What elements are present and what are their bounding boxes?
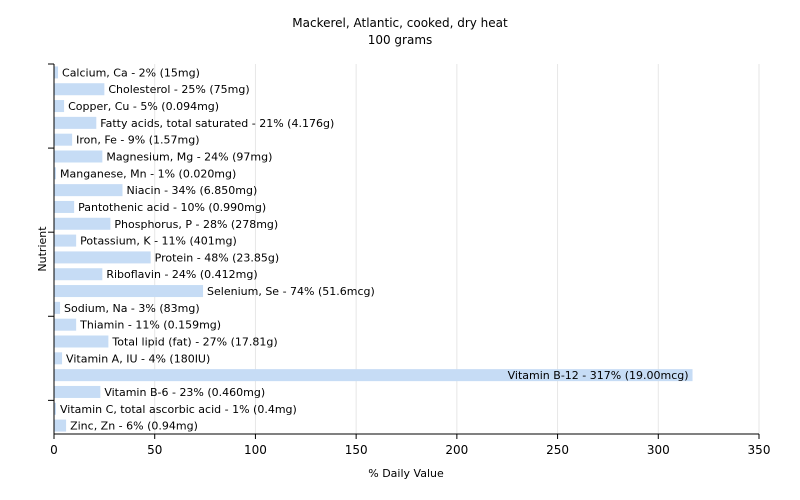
bar-label: Selenium, Se - 74% (51.6mcg) (207, 285, 375, 298)
bar (54, 66, 59, 79)
bar (54, 402, 57, 415)
bar (54, 419, 67, 432)
x-ticks: 0 50 100 150 200 250 300 350 (50, 434, 770, 457)
chart-title: Mackerel, Atlantic, cooked, dry heat (292, 16, 508, 30)
bar (54, 385, 101, 398)
bar-label: Niacin - 34% (6.850mg) (126, 184, 257, 197)
bar (54, 83, 105, 96)
bar-label: Potassium, K - 11% (401mg) (80, 235, 237, 248)
bar (54, 184, 123, 197)
bar-label: Protein - 48% (23.85g) (155, 251, 280, 264)
bar-label: Cholesterol - 25% (75mg) (108, 83, 249, 96)
bar-label: Pantothenic acid - 10% (0.990mg) (78, 201, 266, 214)
bar-label: Total lipid (fat) - 27% (17.81g) (111, 336, 277, 349)
chart-subtitle: 100 grams (368, 33, 433, 47)
bar (54, 234, 77, 247)
bar-label: Sodium, Na - 3% (83mg) (64, 302, 200, 315)
bar (54, 217, 111, 230)
bar (54, 200, 75, 213)
bar-label: Magnesium, Mg - 24% (97mg) (106, 151, 272, 164)
bar-label: Iron, Fe - 9% (1.57mg) (76, 134, 199, 147)
grid-lines (154, 64, 760, 434)
x-tick-label: 300 (647, 443, 670, 457)
x-axis-label: % Daily Value (368, 467, 444, 480)
bar (54, 251, 151, 264)
bar (54, 301, 61, 314)
bar-label: Thiamin - 11% (0.159mg) (79, 319, 221, 332)
bar-label: Vitamin B-12 - 317% (19.00mcg) (508, 369, 689, 382)
bar (54, 100, 65, 113)
bar (54, 268, 103, 281)
bar (54, 167, 57, 180)
bar (54, 150, 103, 163)
bar (54, 352, 63, 365)
bar-label: Calcium, Ca - 2% (15mg) (62, 66, 200, 79)
bar (54, 285, 204, 298)
bar (54, 318, 77, 331)
bars: Calcium, Ca - 2% (15mg) Cholesterol - 25%… (54, 66, 693, 433)
axes (48, 63, 759, 435)
x-tick-label: 150 (345, 443, 368, 457)
x-tick-label: 350 (748, 443, 771, 457)
bar (54, 369, 693, 382)
bar-label: Phosphorus, P - 28% (278mg) (114, 218, 278, 231)
bar-label: Vitamin B-6 - 23% (0.460mg) (104, 386, 265, 399)
bar-label: Vitamin A, IU - 4% (180IU) (66, 352, 210, 365)
x-tick-label: 200 (445, 443, 468, 457)
bar (54, 116, 97, 129)
x-tick-label: 50 (147, 443, 162, 457)
bar-label: Manganese, Mn - 1% (0.020mg) (60, 167, 236, 180)
bar-label: Zinc, Zn - 6% (0.94mg) (70, 420, 198, 433)
x-tick-label: 100 (244, 443, 267, 457)
x-tick-label: 0 (50, 443, 58, 457)
bar (54, 133, 73, 146)
bar (54, 335, 109, 348)
bar-label: Riboflavin - 24% (0.412mg) (106, 268, 257, 281)
bar-label: Fatty acids, total saturated - 21% (4.17… (100, 117, 334, 130)
y-axis-label: Nutrient (36, 226, 49, 272)
x-tick-label: 250 (546, 443, 569, 457)
bar-label: Vitamin C, total ascorbic acid - 1% (0.4… (60, 403, 297, 416)
bar-label: Copper, Cu - 5% (0.094mg) (68, 100, 219, 113)
